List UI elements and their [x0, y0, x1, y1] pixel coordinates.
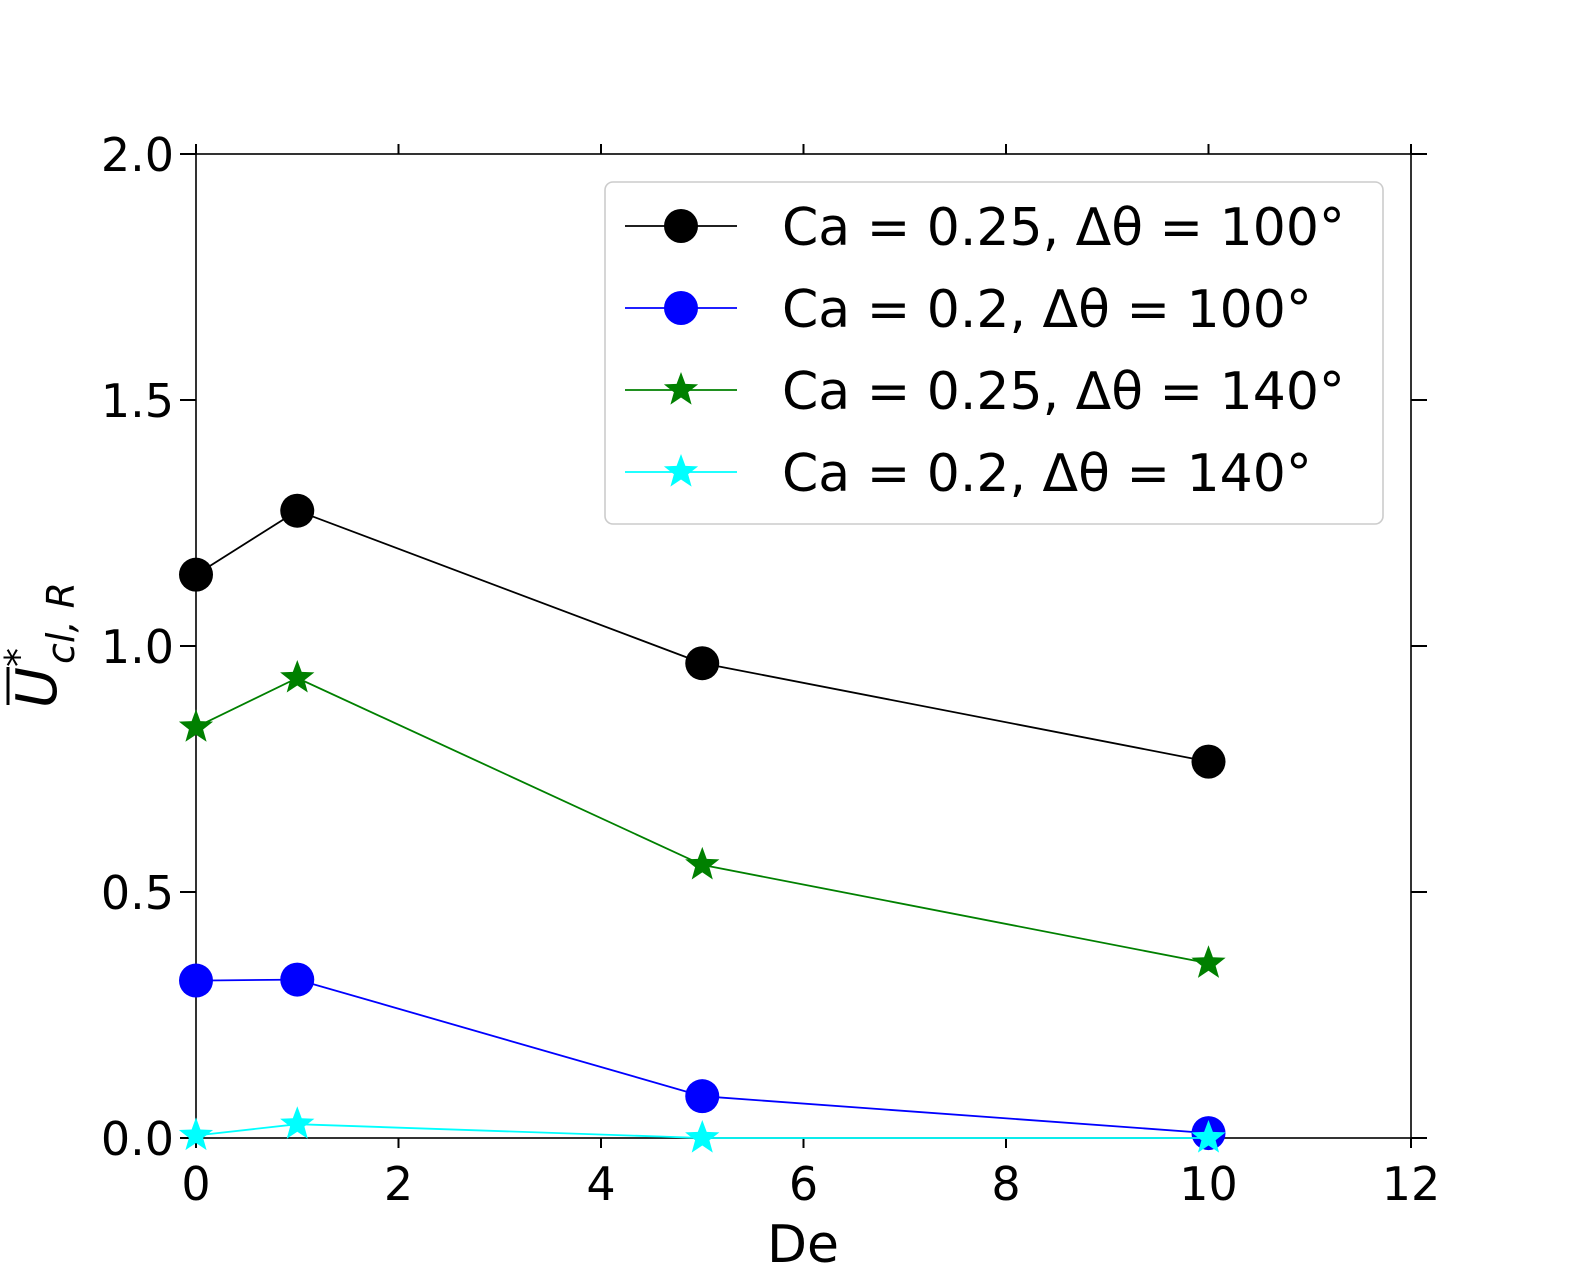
data-point — [179, 963, 213, 998]
x-axis-label: De — [767, 1215, 839, 1275]
legend-frame — [604, 181, 1384, 525]
data-point — [1191, 744, 1226, 779]
data-point — [1191, 945, 1226, 978]
legend-label: Ca = 0.25, Δθ = 140° — [782, 362, 1345, 422]
data-point — [178, 709, 214, 742]
legend: Ca = 0.25, Δθ = 100° Ca = 0.2, Δθ = 100° C… — [604, 181, 1384, 525]
series-2 — [179, 962, 1226, 1151]
series-1 — [179, 493, 1226, 779]
legend-marker — [663, 372, 699, 405]
y-tick-label: 0.0 — [101, 1112, 174, 1166]
data-point — [280, 493, 315, 528]
data-point — [179, 557, 213, 592]
y-tick-label: 1.0 — [101, 620, 174, 674]
x-tick-label: 8 — [991, 1157, 1020, 1211]
legend-entry: Ca = 0.2, Δθ = 140° — [625, 444, 1312, 504]
legend-entry: Ca = 0.25, Δθ = 100° — [625, 198, 1345, 258]
series-layer — [178, 493, 1226, 1153]
y-tick-label: 2.0 — [101, 128, 174, 182]
legend-entry: Ca = 0.2, Δθ = 100° — [625, 280, 1312, 340]
data-point — [685, 846, 720, 880]
series-4 — [178, 1106, 1226, 1153]
data-point — [685, 1079, 720, 1114]
y-axis-label-superscript: * — [0, 648, 41, 667]
x-tick-label: 2 — [384, 1157, 413, 1211]
legend-marker — [663, 454, 699, 487]
x-tick-label: 10 — [1179, 1157, 1238, 1211]
data-point — [280, 1106, 315, 1139]
y-tick-label: 1.5 — [101, 374, 174, 428]
y-axis-label-base: U — [5, 667, 70, 708]
x-tick-label: 6 — [789, 1157, 818, 1211]
y-axis-label: U*cl, R — [0, 582, 83, 708]
legend-label: Ca = 0.2, Δθ = 140° — [782, 444, 1312, 504]
series-line — [195, 978, 1209, 1134]
legend-label: Ca = 0.2, Δθ = 100° — [782, 280, 1312, 340]
legend-marker — [664, 291, 698, 325]
series-line — [195, 1123, 1209, 1139]
legend-label: Ca = 0.25, Δθ = 100° — [782, 198, 1345, 258]
x-tick-label: 4 — [586, 1157, 615, 1211]
svg-text:U*cl, R: U*cl, R — [0, 582, 83, 708]
data-point — [280, 660, 315, 693]
y-tick-label: 0.5 — [101, 866, 174, 920]
series-line — [195, 677, 1209, 965]
data-point — [685, 1120, 720, 1153]
x-tick-label: 12 — [1382, 1157, 1441, 1211]
y-axis-label-subscript: cl, R — [39, 582, 83, 664]
data-point — [685, 646, 720, 681]
series-3 — [178, 660, 1226, 978]
data-point — [1191, 1120, 1226, 1153]
legend-entry: Ca = 0.25, Δθ = 140° — [625, 362, 1345, 422]
data-point — [280, 962, 315, 997]
legend-marker — [664, 209, 698, 243]
data-point — [178, 1117, 214, 1151]
x-tick-label: 0 — [181, 1157, 210, 1211]
series-line — [195, 509, 1209, 763]
axis-ticks: 0 2 4 6 8 10 12 0.0 0.5 1.0 1.5 2.0 — [101, 128, 1440, 1211]
